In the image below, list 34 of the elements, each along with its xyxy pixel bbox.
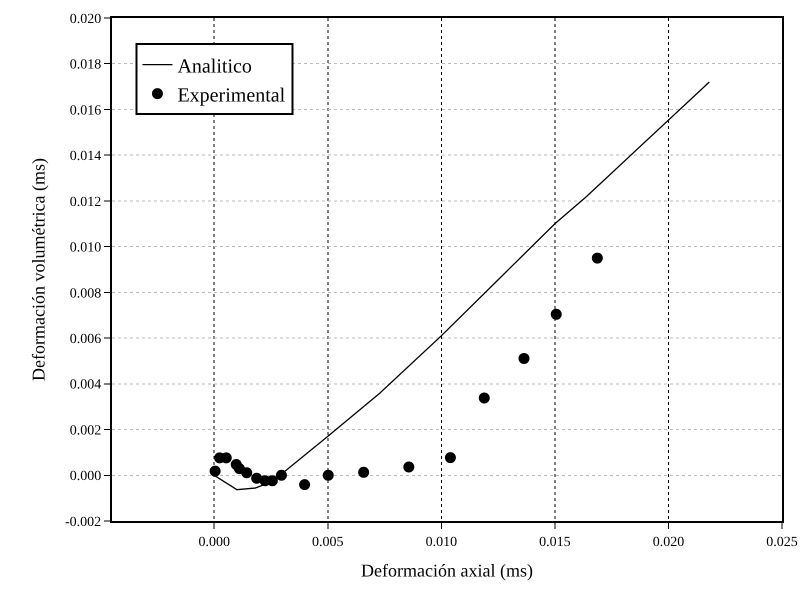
point bbox=[358, 466, 370, 478]
x-axis-title: Deformación axial (ms) bbox=[361, 560, 533, 580]
point bbox=[444, 452, 456, 464]
point bbox=[592, 252, 603, 264]
x-tick-label: 0.015 bbox=[539, 534, 571, 550]
x-tick-label: 0.025 bbox=[766, 534, 798, 550]
x-tick-label: 0.020 bbox=[652, 534, 684, 550]
y-tick-label: 0.004 bbox=[70, 378, 102, 393]
legend-label: Analitico bbox=[177, 55, 252, 78]
y-tick-label: 0.020 bbox=[70, 12, 102, 27]
y-tick-label: 0.016 bbox=[70, 103, 102, 118]
y-tick-label: 0.002 bbox=[70, 423, 102, 438]
y-tick-label: 0.008 bbox=[70, 286, 102, 302]
y-tick-label: 0.018 bbox=[70, 58, 102, 73]
point bbox=[276, 470, 287, 481]
x-tick-label: 0.010 bbox=[426, 534, 458, 550]
x-tick-label: 0.000 bbox=[198, 534, 230, 550]
y-tick-label: 0.010 bbox=[70, 240, 102, 256]
y-tick-label: 0.006 bbox=[70, 332, 102, 347]
y-tick-label: 0.012 bbox=[70, 194, 102, 210]
y-tick-label: 0.014 bbox=[70, 149, 102, 164]
point bbox=[550, 308, 562, 320]
point bbox=[241, 467, 252, 478]
point bbox=[322, 470, 334, 481]
point bbox=[403, 462, 414, 473]
point bbox=[299, 479, 310, 490]
point bbox=[478, 392, 490, 404]
point bbox=[518, 352, 530, 364]
y-axis-title: Deformación volumétrica (ms) bbox=[28, 158, 49, 381]
y-tick-label: 0.000 bbox=[70, 469, 102, 484]
x-tick-label: 0.005 bbox=[312, 534, 344, 550]
y-tick-label: -0.002 bbox=[65, 514, 102, 530]
point bbox=[210, 466, 221, 477]
legend-label: Experimental bbox=[177, 84, 286, 106]
